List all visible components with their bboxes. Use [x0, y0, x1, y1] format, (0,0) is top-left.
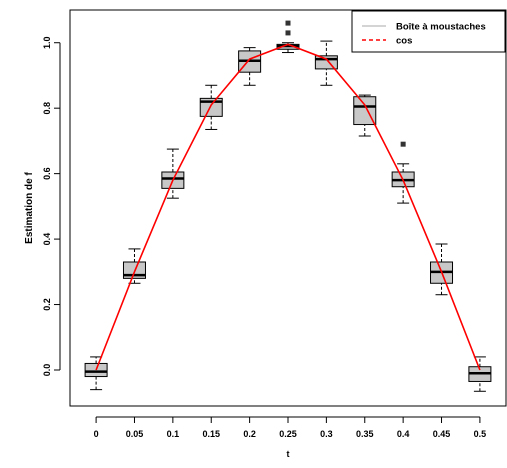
box-8 — [391, 141, 415, 204]
y-axis-label: Estimation de f — [24, 171, 35, 243]
box-6 — [314, 40, 338, 86]
y-tick-label: 0.8 — [42, 102, 52, 115]
x-tick-label: 0.45 — [433, 429, 451, 439]
box-4 — [238, 47, 262, 86]
outlier-point — [285, 20, 291, 26]
outlier-point — [400, 141, 406, 147]
plot-frame — [69, 9, 507, 407]
x-tick-label: 0.4 — [397, 429, 410, 439]
outlier-point — [285, 30, 291, 36]
box-rect — [314, 55, 338, 70]
series-line-cos — [95, 43, 481, 371]
legend-entry-label: Boîte à moustaches — [396, 22, 486, 33]
box-0 — [84, 356, 108, 391]
cos-line-layer — [95, 43, 481, 371]
box-3 — [199, 84, 223, 130]
boxes-layer — [84, 20, 492, 392]
box-2 — [161, 148, 185, 199]
box-5 — [276, 20, 300, 54]
box-rect — [353, 96, 377, 126]
legend: Boîte à moustaches cos — [351, 10, 506, 53]
x-tick-label: 0.35 — [356, 429, 374, 439]
x-tick-label: 0.1 — [167, 429, 180, 439]
box-10 — [468, 356, 492, 392]
x-axis: 0 0.05 0.1 0.15 0.2 0.25 0.3 0.35 0.4 0.45 0.5 — [94, 416, 487, 439]
legend-entry-label: cos — [396, 36, 412, 47]
x-tick-label: 0.2 — [243, 429, 256, 439]
x-tick-label: 0.05 — [126, 429, 144, 439]
x-tick-label: 0.25 — [279, 429, 297, 439]
y-tick-label: 0.6 — [42, 167, 52, 180]
y-tick-label: 0.0 — [42, 364, 52, 377]
y-tick-label: 0.2 — [42, 298, 52, 311]
y-axis: 0.0 0.2 0.4 0.6 0.8 1.0 — [42, 36, 61, 377]
legend-box — [351, 10, 506, 53]
x-axis-label: t — [287, 449, 290, 459]
box-7 — [353, 94, 377, 137]
y-tick-label: 1.0 — [42, 36, 52, 49]
y-tick-label: 0.4 — [42, 233, 52, 246]
x-tick-label: 0.3 — [320, 429, 333, 439]
x-tick-label: 0.5 — [474, 429, 487, 439]
x-tick-label: 0.15 — [202, 429, 220, 439]
x-tick-label: 0 — [94, 429, 99, 439]
